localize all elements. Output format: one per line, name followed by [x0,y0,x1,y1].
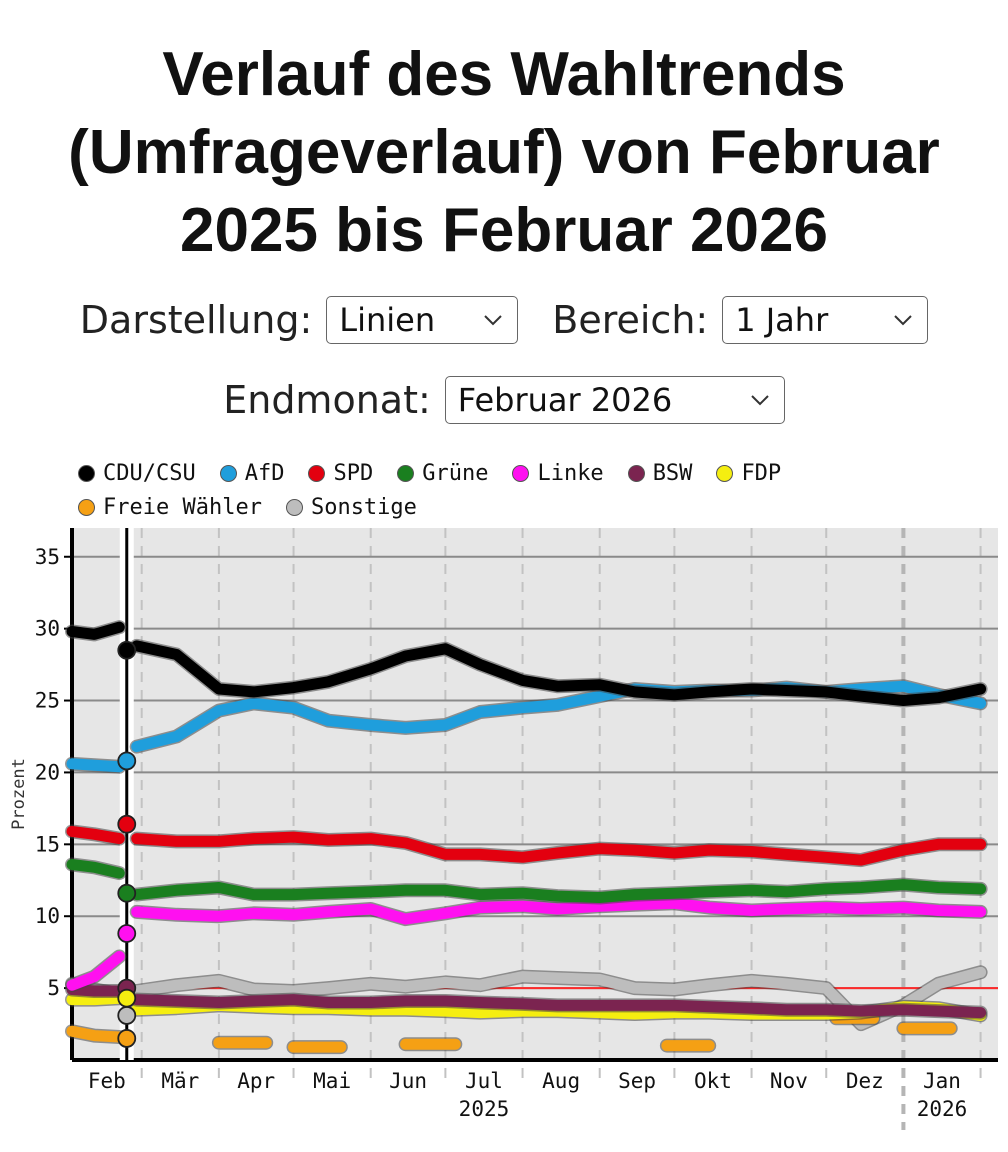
controls-row-2: Endmonat: Februar 2026 [0,376,1008,424]
bereich-control: Bereich: 1 Jahr [552,296,929,344]
x-tick-label: Aug [542,1069,580,1093]
legend-dot [627,464,645,482]
legend-item-afd: AfD [219,460,285,486]
legend-label: SPD [333,460,374,486]
y-tick-label: 35 [35,545,60,569]
x-tick-label: Sep [618,1069,656,1093]
chart-legend: CDU/CSU AfD SPD Grüne Linke BSW FDP Freie Wähle… [78,456,978,524]
endmonat-control: Endmonat: Februar 2026 [223,376,785,424]
x-tick-label: Feb [88,1069,126,1093]
legend-dot [308,464,326,482]
legend-label: FDP [741,460,782,486]
chart-title: Verlauf des Wahltrends (Umfrageverlauf) … [68,40,940,265]
legend-item-gruene: Grüne [397,461,488,486]
legend-item-freie-waehler: Freie Wähler [78,495,262,520]
x-tick-label: Jan [923,1069,961,1093]
series-line-gruene [66,859,125,879]
legend-item-bsw: BSW [627,460,693,486]
legend-dot [716,464,734,482]
election-result-point-afd [117,751,137,771]
election-result-point-freie-waehler [117,1029,137,1048]
legend-label: AfD [244,460,285,486]
chevron-down-icon [751,395,769,406]
x-year-label: 2025 [459,1097,510,1121]
controls-row-1: Darstellung: Linien Bereich: 1 Jahr [0,296,1008,344]
x-tick-label: Mär [161,1069,199,1093]
legend-dot [78,464,95,482]
x-tick-label: Okt [694,1069,732,1093]
series-line-sonstige [131,966,987,1030]
series-line-spd [131,831,987,866]
darstellung-select[interactable]: Linien [326,296,519,344]
legend-item-cdu-csu: CDU/CSU [78,461,196,486]
election-result-point-cdu-csu [117,640,137,660]
endmonat-value: Februar 2026 [457,381,673,419]
endmonat-select[interactable]: Februar 2026 [444,376,785,424]
x-tick-label: Dez [846,1069,884,1093]
legend-dot [78,498,95,516]
y-tick-label: 30 [35,617,60,641]
legend-label: Grüne [422,460,489,486]
x-tick-label: Nov [770,1069,808,1093]
legend-label: Sonstige [310,494,417,520]
darstellung-value: Linien [339,301,436,339]
y-tick-label: 5 [47,976,60,1000]
legend-dot [512,464,530,482]
y-tick-label: 15 [35,832,60,856]
series-line-linke [66,951,125,991]
legend-item-spd: SPD [308,461,373,486]
series-line-spd [66,825,125,845]
series-line-gruene [131,879,987,903]
bereich-select[interactable]: 1 Jahr [722,296,929,344]
x-tick-label: Jul [465,1069,503,1093]
legend-label: Linke [537,460,604,486]
legend-row: CDU/CSU AfD SPD Grüne Linke BSW FDP [78,456,978,490]
y-tick-label: 25 [35,689,60,713]
legend-item-sonstige: Sonstige [285,494,417,520]
legend-row: Freie Wähler Sonstige [78,490,978,524]
election-result-point-sonstige [117,1006,137,1025]
legend-label: Freie Wähler [103,494,262,520]
legend-label: CDU/CSU [103,460,196,486]
series-line-cdu-csu [66,621,125,640]
chevron-down-icon [484,315,502,326]
series-line-fdp [66,992,125,1006]
series-line-cdu-csu [131,640,987,706]
bereich-value: 1 Jahr [735,301,829,339]
election-result-point-spd [117,814,137,834]
bereich-label: Bereich: [552,298,709,342]
series-line-freie-waehler [66,1025,125,1043]
x-year-label: 2026 [917,1097,968,1121]
election-result-point-fdp [117,988,137,1008]
darstellung-control: Darstellung: Linien [79,296,519,344]
legend-item-fdp: FDP [716,461,781,486]
x-tick-label: Jun [389,1069,427,1093]
darstellung-label: Darstellung: [79,298,313,342]
election-result-point-linke [117,924,137,943]
legend-item-linke: Linke [512,460,604,486]
chevron-down-icon [894,315,912,326]
legend-dot [285,498,303,516]
x-tick-label: Mai [313,1069,351,1093]
y-tick-label: 20 [35,760,60,784]
y-axis-label: Prozent [9,758,29,830]
series-line-bsw [66,984,125,997]
y-tick-label: 10 [35,904,60,928]
legend-dot [219,464,237,482]
endmonat-label: Endmonat: [223,378,431,422]
legend-dot [397,464,415,482]
election-result-point-gruene [117,883,137,903]
legend-label: BSW [652,460,693,486]
series-line-afd [66,758,125,773]
series-line-bsw [131,994,987,1019]
x-tick-label: Apr [237,1069,275,1093]
series-line-linke [131,897,987,925]
